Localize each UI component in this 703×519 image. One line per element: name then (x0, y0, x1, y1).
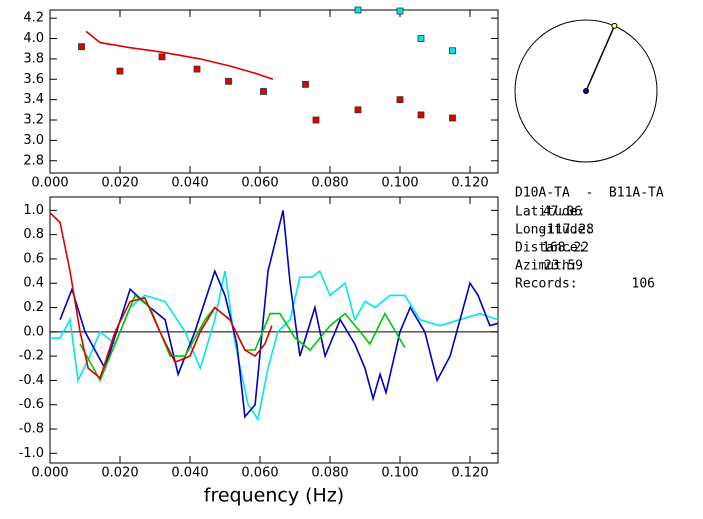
y-tick-label: 2.8 (23, 153, 44, 168)
x-tick-label: 0.060 (241, 176, 278, 191)
data-point (449, 114, 456, 122)
y-tick-label: 0.6 (23, 251, 44, 266)
y-tick-label: 3.8 (23, 51, 44, 66)
y-tick-label: 0.4 (23, 276, 44, 291)
data-point (193, 65, 201, 73)
x-tick-label: 0.120 (451, 176, 488, 191)
y-tick-label: -0.2 (19, 349, 44, 364)
azimuth-needle (585, 25, 616, 92)
y-tick-label: 0.2 (23, 300, 44, 315)
data-point (78, 43, 85, 51)
data-point (260, 88, 267, 95)
info-value: -117.28 (539, 223, 594, 238)
x-tick-label: 0.020 (101, 176, 138, 191)
info-value: 106 (632, 277, 655, 292)
data-point (449, 47, 456, 55)
data-point (225, 77, 232, 85)
data-point (116, 67, 124, 75)
y-tick-label: 3.2 (23, 113, 44, 128)
info-label: Latitude: (515, 205, 585, 220)
y-tick-label: -1.0 (19, 446, 44, 461)
station-dot (583, 88, 589, 94)
x-tick-label: 0.040 (171, 176, 208, 191)
data-line (49, 212, 273, 380)
info-label: Distance: (515, 241, 585, 256)
data-point (312, 116, 320, 124)
data-line (85, 30, 274, 81)
info-title: D10A-TA - B11A-TA (515, 186, 664, 201)
x-tick-label: 0.000 (31, 466, 68, 481)
data-point (354, 6, 362, 14)
y-tick-label: 3.6 (23, 72, 44, 87)
x-tick-label: 0.000 (31, 176, 68, 191)
y-tick-label: -0.6 (19, 397, 44, 412)
data-point (396, 96, 404, 104)
info-label: Azimuth: (515, 259, 578, 274)
x-tick-label: 0.080 (311, 466, 348, 481)
y-tick-label: -0.8 (19, 421, 44, 436)
y-tick-label: 0.8 (23, 227, 44, 242)
data-line (59, 210, 499, 419)
data-point (417, 35, 425, 42)
data-point (396, 7, 404, 15)
data-line (50, 269, 499, 422)
x-tick-label: 0.100 (381, 176, 418, 191)
x-tick-label: 0.080 (311, 176, 348, 191)
data-point (354, 106, 362, 114)
data-point (158, 53, 166, 61)
info-value: 168.22 (542, 241, 589, 256)
plot-frame (49, 9, 499, 174)
data-point (417, 111, 425, 119)
info-label: Longitude: (515, 223, 593, 238)
x-tick-label: 0.020 (101, 466, 138, 481)
data-point (302, 80, 309, 88)
x-axis-label: frequency (Hz) (204, 485, 344, 507)
x-tick-label: 0.120 (451, 466, 488, 481)
y-tick-label: 4.0 (23, 31, 44, 46)
y-tick-label: 3.4 (23, 92, 44, 107)
azimuth-circle (514, 19, 658, 163)
x-tick-label: 0.060 (241, 466, 278, 481)
y-tick-label: 3.0 (23, 133, 44, 148)
plot-frame (49, 196, 499, 464)
azimuth-end (611, 22, 618, 29)
info-label: Records: (515, 277, 578, 292)
x-tick-label: 0.100 (381, 466, 418, 481)
info-value: 47.06 (543, 205, 582, 220)
info-value: 23.59 (544, 259, 583, 274)
data-line (79, 294, 406, 383)
y-tick-label: 0.0 (23, 324, 44, 339)
y-tick-label: -0.4 (19, 373, 44, 388)
x-tick-label: 0.040 (171, 466, 208, 481)
y-tick-label: 1.0 (23, 203, 44, 218)
y-tick-label: 4.2 (23, 11, 44, 26)
